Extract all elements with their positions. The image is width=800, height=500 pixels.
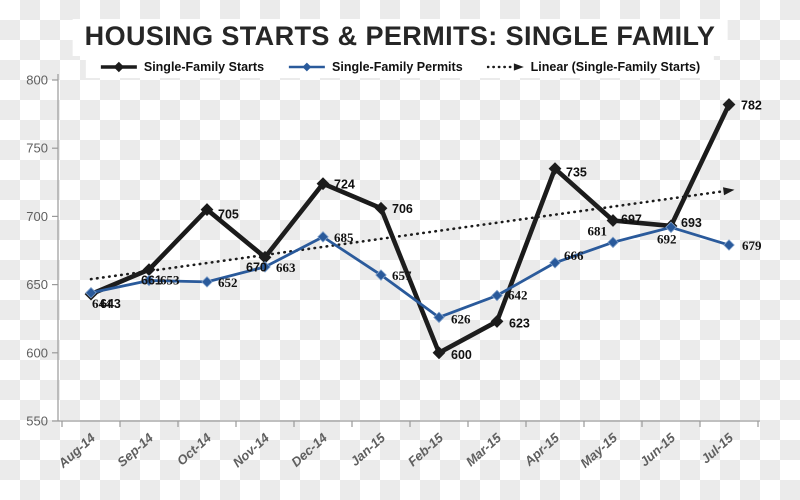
legend: Single-Family Starts Single-Family Permi… [85,56,715,78]
permits-data-label: 657 [392,268,412,283]
y-axis-label: 800 [26,73,48,88]
permits-marker [143,274,155,287]
permits-data-label: 681 [588,223,608,238]
permits-marker [201,276,213,288]
starts-data-label: 706 [392,202,413,216]
permits-data-label: 685 [334,230,354,245]
starts-marker [490,315,504,328]
starts-marker [142,263,156,276]
starts-data-label: 623 [509,316,530,330]
starts-data-label: 735 [566,166,587,180]
starts-data-label: 724 [334,178,355,192]
legend-swatch [289,62,326,72]
starts-marker [258,250,272,264]
permits-data-label: 652 [218,275,238,290]
permits-marker [317,231,329,243]
starts-data-label: 670 [246,260,267,274]
permits-marker [433,311,445,324]
permits-marker [723,239,735,251]
legend-item-linear: Linear (Single-Family Starts) [486,60,701,74]
permits-marker [491,289,503,302]
legend-label-starts: Single-Family Starts [143,60,265,74]
permits-data-label: 626 [451,311,471,326]
x-axis-label: Feb-15 [405,430,447,470]
x-axis-label: Nov-14 [230,430,273,471]
trendline-arrowhead [723,187,735,196]
permits-data-label: 679 [742,238,762,253]
y-axis-label: 700 [26,209,48,224]
starts-data-label: 697 [621,212,642,226]
x-axis-label: Jul-15 [698,430,737,467]
x-axis-label: Jun-15 [637,430,679,470]
starts-marker [316,177,330,191]
starts-line-diamond-icon [100,61,138,73]
starts-data-label: 693 [681,216,702,230]
legend-swatch [100,61,137,73]
y-axis-label: 650 [26,277,48,292]
permits-marker [259,261,271,273]
starts-data-label: 782 [741,99,762,113]
starts-marker [722,98,736,111]
y-axis-label: 750 [26,141,48,156]
chart-title: HOUSING STARTS & PERMITS: SINGLE FAMILY [72,19,728,56]
permits-marker [665,221,677,234]
x-axis-label: May-15 [577,430,620,471]
x-axis-label: Apr-15 [521,430,563,470]
starts-marker [548,162,562,176]
y-axis-label: 550 [26,414,48,429]
permits-data-label: 642 [508,288,528,303]
legend-swatch [486,63,524,71]
x-axis-label: Jan-15 [347,430,388,469]
permits-data-label: 644 [92,296,112,311]
starts-marker [374,201,388,215]
starts-data-label: 705 [218,208,239,222]
permits-line-diamond-icon [288,61,326,73]
linear-dotted-arrow-icon [486,61,525,73]
diamond [302,62,312,72]
permits-marker [85,287,97,299]
starts-data-label: 600 [451,348,472,362]
x-axis-label: Aug-14 [54,430,98,472]
y-axis-label: 600 [26,345,48,360]
permits-data-label: 663 [276,260,296,275]
x-axis-label: Oct-14 [174,430,215,469]
starts-data-label: 643 [100,297,121,311]
x-axis-label: Dec-14 [288,430,330,470]
starts-marker [200,203,214,216]
permits-marker [607,236,619,249]
x-axis-label: Mar-15 [463,430,505,470]
permits-marker [549,257,561,269]
trendline [89,190,724,281]
starts-marker [432,346,446,360]
permits-marker [375,269,387,281]
permits-line [90,225,730,319]
legend-item-starts: Single-Family Starts [100,60,264,74]
x-axis-label: Sep-14 [114,430,156,470]
permits-data-label: 653 [160,273,180,288]
permits-data-label: 692 [657,231,677,246]
starts-data-label: 661 [141,274,162,288]
arrowhead [513,63,524,71]
permits-data-label: 666 [564,248,584,263]
legend-item-permits: Single-Family Permits [288,60,463,74]
starts-line [90,103,732,356]
starts-marker [606,214,620,227]
legend-label-linear: Linear (Single-Family Starts) [530,60,701,74]
diamond [113,61,125,73]
legend-label-permits: Single-Family Permits [332,60,463,74]
